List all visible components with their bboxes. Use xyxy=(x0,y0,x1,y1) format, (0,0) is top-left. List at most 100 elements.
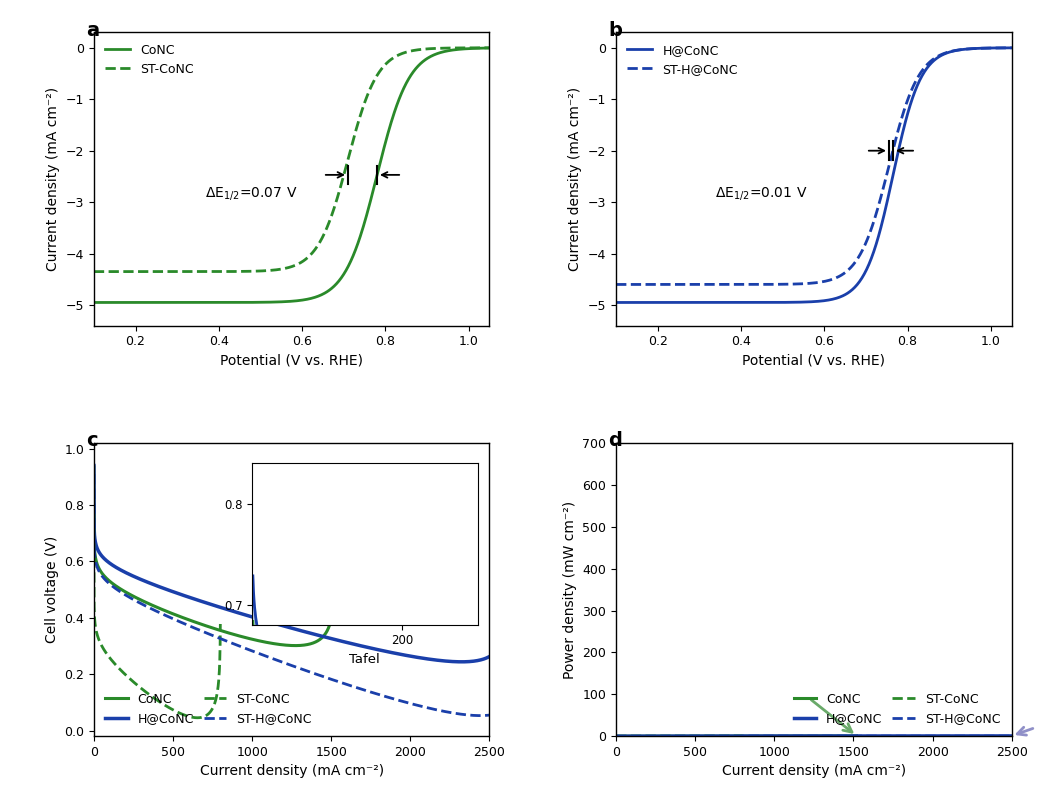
CoNC xyxy=(323,286,336,295)
CoNC xyxy=(275,297,288,307)
Y-axis label: Current density (mA cm⁻²): Current density (mA cm⁻²) xyxy=(568,87,582,271)
H@CoNC xyxy=(610,298,623,307)
ST-H@CoNC xyxy=(610,280,623,290)
X-axis label: Potential (V vs. RHE): Potential (V vs. RHE) xyxy=(220,354,363,368)
Line: H@CoNC: H@CoNC xyxy=(94,465,489,662)
ST-H@CoNC xyxy=(483,710,495,720)
ST-H@CoNC xyxy=(845,262,857,272)
Line: ST-CoNC: ST-CoNC xyxy=(94,514,220,718)
ST-H@CoNC xyxy=(802,731,815,741)
Y-axis label: Cell voltage (V): Cell voltage (V) xyxy=(45,536,58,643)
CoNC xyxy=(474,44,486,53)
Line: ST-CoNC: ST-CoNC xyxy=(94,48,489,272)
Line: H@CoNC: H@CoNC xyxy=(616,48,1012,303)
ST-H@CoNC xyxy=(798,279,810,289)
ST-H@CoNC xyxy=(280,659,292,668)
ST-H@CoNC xyxy=(471,711,484,721)
ST-H@CoNC xyxy=(996,43,1009,53)
ST-CoNC xyxy=(483,43,495,53)
X-axis label: Potential (V vs. RHE): Potential (V vs. RHE) xyxy=(743,354,886,368)
ST-H@CoNC xyxy=(922,731,935,741)
Line: ST-H@CoNC: ST-H@CoNC xyxy=(94,474,489,716)
ST-H@CoNC xyxy=(935,50,947,60)
Line: ST-H@CoNC: ST-H@CoNC xyxy=(616,48,1012,285)
ST-H@CoNC xyxy=(994,731,1006,741)
ST-H@CoNC xyxy=(610,731,623,741)
H@CoNC xyxy=(471,655,484,665)
X-axis label: Current density (mA cm⁻²): Current density (mA cm⁻²) xyxy=(199,765,384,778)
H@CoNC xyxy=(800,297,812,307)
ST-H@CoNC xyxy=(107,582,120,592)
ST-CoNC xyxy=(323,217,336,227)
Text: b: b xyxy=(608,21,622,40)
H@CoNC xyxy=(798,297,810,307)
ST-CoNC xyxy=(630,731,642,741)
H@CoNC xyxy=(1005,43,1018,53)
ST-H@CoNC xyxy=(994,731,1006,741)
Legend: CoNC, H@CoNC, ST-CoNC, ST-H@CoNC: CoNC, H@CoNC, ST-CoNC, ST-H@CoNC xyxy=(789,688,1005,730)
H@CoNC xyxy=(994,731,1006,741)
ST-H@CoNC xyxy=(474,711,486,721)
H@CoNC xyxy=(935,51,947,61)
CoNC xyxy=(630,731,642,741)
X-axis label: Current density (mA cm⁻²): Current density (mA cm⁻²) xyxy=(722,765,906,778)
CoNC xyxy=(802,731,815,741)
ST-CoNC xyxy=(474,43,486,53)
CoNC xyxy=(483,43,495,53)
H@CoNC xyxy=(824,295,836,305)
CoNC xyxy=(792,731,804,741)
H@CoNC xyxy=(996,43,1009,53)
H@CoNC xyxy=(280,622,292,632)
CoNC xyxy=(107,580,120,590)
H@CoNC xyxy=(792,731,804,741)
H@CoNC xyxy=(107,561,120,571)
CoNC xyxy=(412,61,425,71)
ST-H@CoNC xyxy=(630,731,642,741)
ST-H@CoNC xyxy=(1005,43,1018,53)
CoNC xyxy=(269,639,282,649)
CoNC xyxy=(88,298,100,307)
CoNC xyxy=(277,297,290,307)
H@CoNC xyxy=(399,650,412,660)
ST-CoNC xyxy=(412,45,425,55)
H@CoNC xyxy=(802,731,815,741)
ST-H@CoNC xyxy=(269,655,282,665)
Text: $\Delta$E$_{1/2}$=0.07 V: $\Delta$E$_{1/2}$=0.07 V xyxy=(204,185,297,202)
Line: CoNC: CoNC xyxy=(94,48,489,303)
ST-CoNC xyxy=(88,267,100,277)
Line: CoNC: CoNC xyxy=(94,467,335,646)
CoNC xyxy=(280,640,292,650)
CoNC xyxy=(301,294,314,304)
ST-H@CoNC xyxy=(471,711,484,721)
ST-H@CoNC xyxy=(798,731,810,741)
Legend: H@CoNC, ST-H@CoNC: H@CoNC, ST-H@CoNC xyxy=(623,39,743,81)
ST-CoNC xyxy=(301,252,314,262)
Text: c: c xyxy=(86,431,98,450)
H@CoNC xyxy=(1005,731,1018,741)
ST-CoNC xyxy=(610,731,623,741)
Legend: CoNC, H@CoNC, ST-CoNC, ST-H@CoNC: CoNC, H@CoNC, ST-CoNC, ST-H@CoNC xyxy=(100,688,317,730)
Y-axis label: Current density (mA cm⁻²): Current density (mA cm⁻²) xyxy=(46,87,60,271)
Legend: CoNC, ST-CoNC: CoNC, ST-CoNC xyxy=(100,39,199,81)
ST-CoNC xyxy=(277,264,290,273)
Y-axis label: Power density (mW cm⁻²): Power density (mW cm⁻²) xyxy=(563,501,577,679)
Text: d: d xyxy=(608,431,622,450)
ST-H@CoNC xyxy=(800,278,812,288)
ST-H@CoNC xyxy=(88,469,100,479)
CoNC xyxy=(88,462,100,472)
H@CoNC xyxy=(921,731,933,741)
ST-CoNC xyxy=(107,659,120,668)
ST-H@CoNC xyxy=(399,697,412,707)
H@CoNC xyxy=(630,731,642,741)
H@CoNC xyxy=(610,731,623,741)
H@CoNC xyxy=(88,460,100,470)
H@CoNC xyxy=(471,655,484,665)
Text: $\Delta$E$_{1/2}$=0.01 V: $\Delta$E$_{1/2}$=0.01 V xyxy=(715,185,807,202)
H@CoNC xyxy=(456,657,468,667)
Text: a: a xyxy=(86,21,99,40)
CoNC xyxy=(610,731,623,741)
ST-CoNC xyxy=(275,265,288,274)
H@CoNC xyxy=(269,619,282,629)
H@CoNC xyxy=(994,731,1006,741)
ST-H@CoNC xyxy=(824,275,836,285)
